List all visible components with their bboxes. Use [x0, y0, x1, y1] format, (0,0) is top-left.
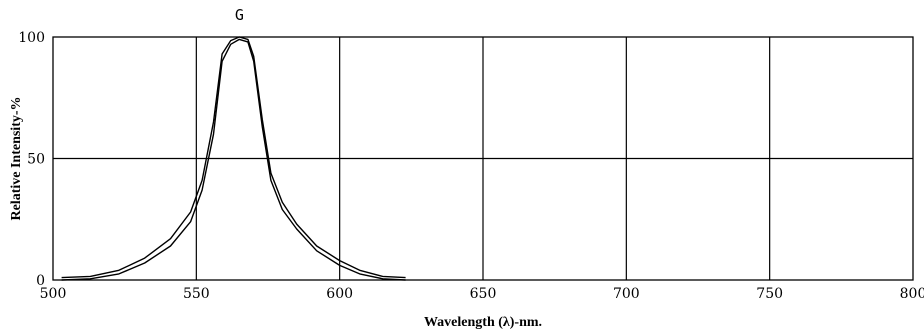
y-tick-label-0: 0	[36, 273, 45, 289]
x-tick-label-700: 700	[613, 286, 640, 302]
y-axis-title: Relative Intensity-%	[9, 96, 24, 220]
x-tick-label-500: 500	[40, 286, 67, 302]
x-tick-label-600: 600	[326, 286, 353, 302]
x-tick-label-750: 750	[756, 286, 783, 302]
x-tick-label-800: 800	[900, 286, 924, 302]
x-tick-label-650: 650	[470, 286, 497, 302]
tick-labels: 500 550 600 650 700 750 800 0 50 100	[18, 30, 924, 302]
series-line-2	[61, 38, 406, 281]
series-label-g: G	[235, 6, 244, 24]
grid-lines	[52, 36, 914, 281]
y-tick-label-100: 100	[18, 30, 45, 46]
x-axis-title: Wavelength (λ)-nm.	[424, 315, 542, 330]
x-tick-label-550: 550	[183, 286, 210, 302]
y-tick-label-50: 50	[27, 152, 45, 168]
series-line-1	[61, 36, 406, 279]
series-lines	[61, 36, 406, 281]
